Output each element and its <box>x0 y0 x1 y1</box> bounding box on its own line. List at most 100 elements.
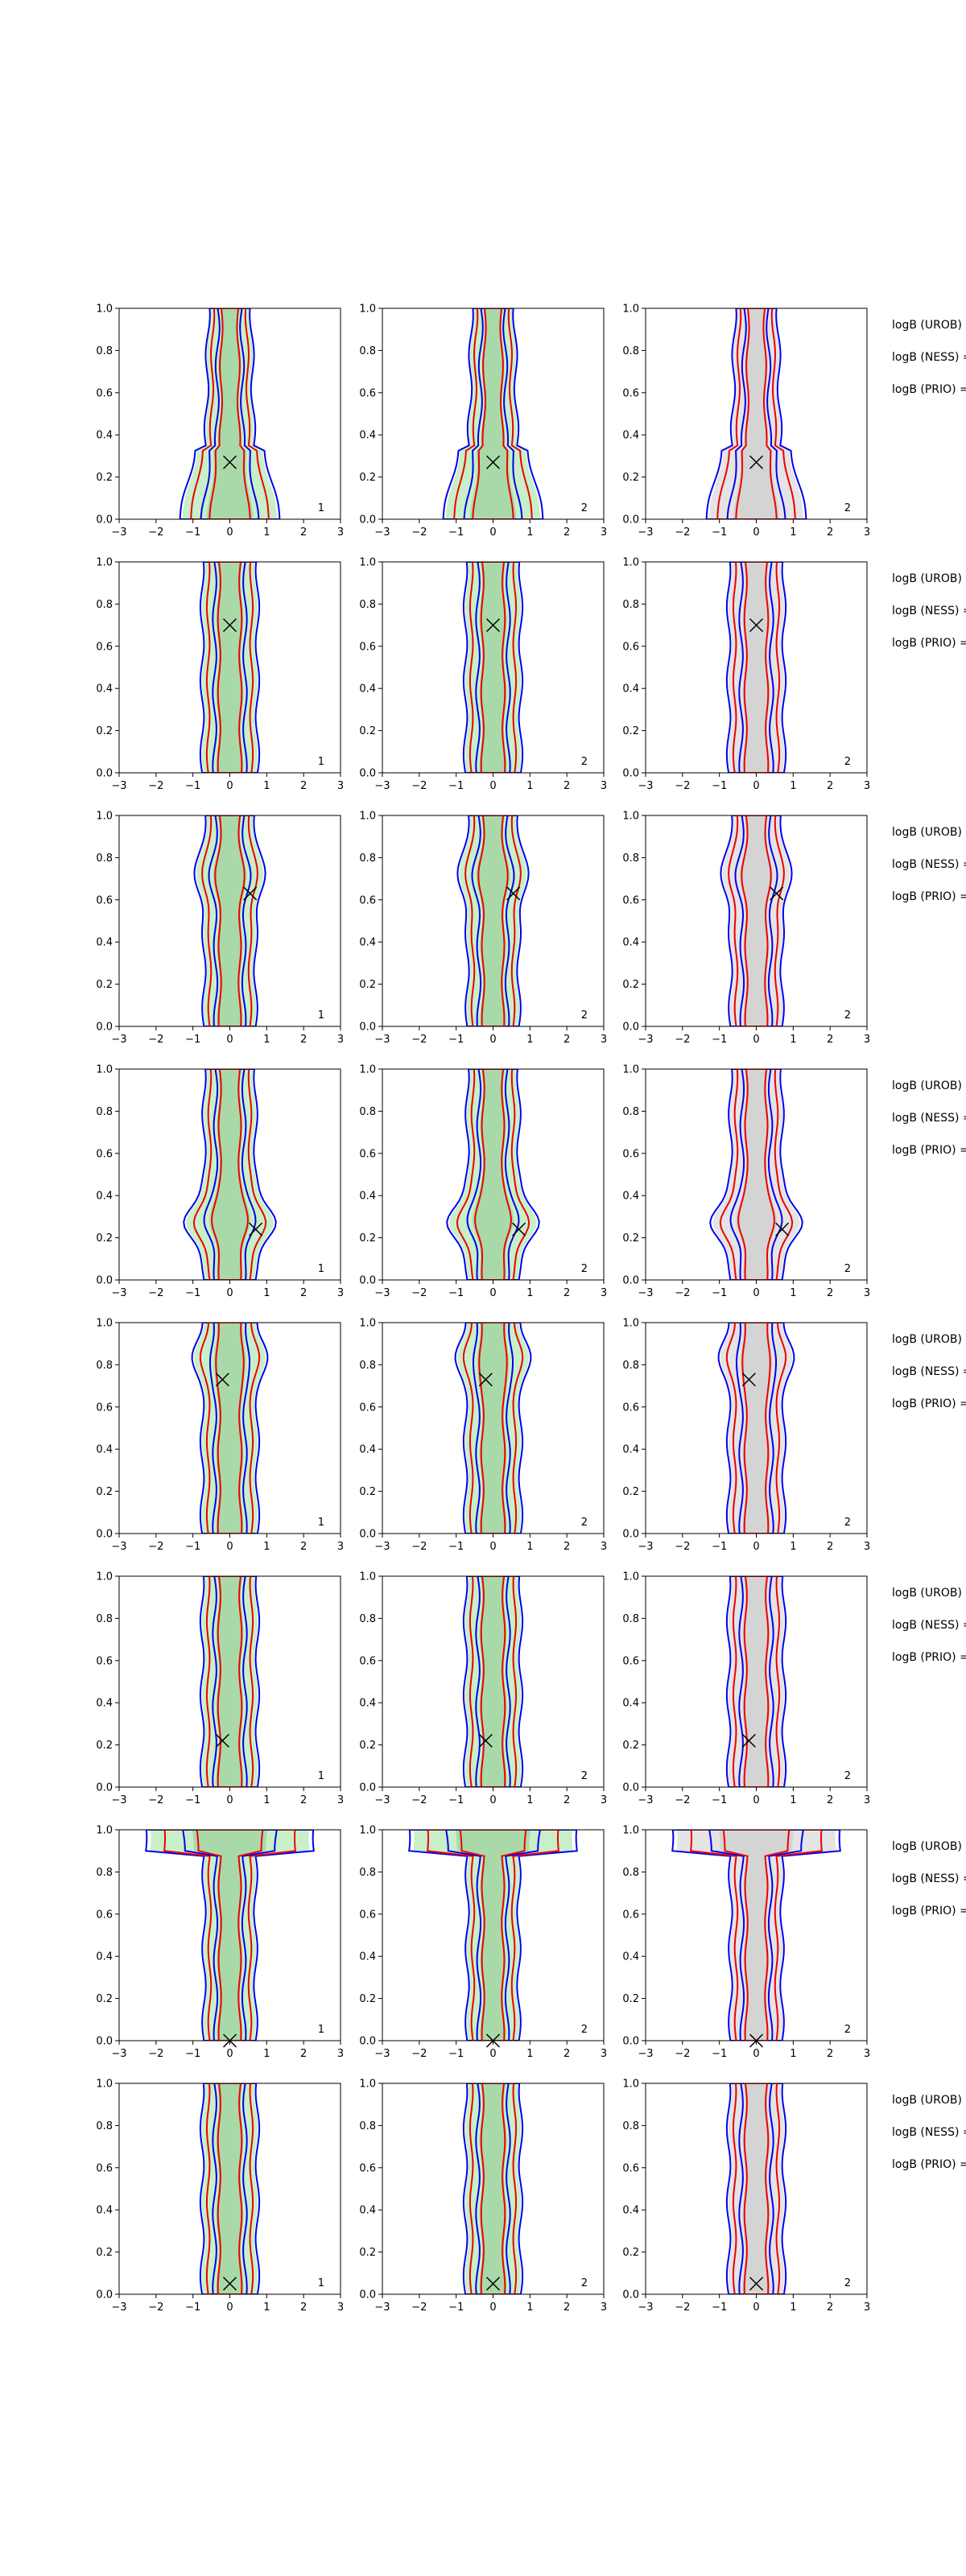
x-tick-label: −3 <box>111 1034 126 1046</box>
y-tick-label: 0.4 <box>96 1444 113 1456</box>
contour-inner-red <box>459 1830 527 2041</box>
y-tick-label: 0.4 <box>622 1951 639 1963</box>
contour-outer-blue <box>671 1830 841 2041</box>
x-tick-label: 1 <box>526 2048 533 2060</box>
panel-note: 2 <box>581 1770 588 1782</box>
contour-outer-blue <box>179 308 281 519</box>
plot-area <box>191 1323 269 1534</box>
contour-outer-red <box>469 1576 518 1787</box>
x-tick-label: −1 <box>448 2048 464 2060</box>
contour-inner-blue <box>445 1830 541 2041</box>
y-tick-label: 1.0 <box>622 2079 639 2091</box>
panel-note: 2 <box>581 1009 588 1022</box>
x-tick-label: −3 <box>638 2301 653 2314</box>
y-tick-label: 0.2 <box>622 1232 639 1245</box>
y-tick-label: 0.0 <box>622 1275 639 1287</box>
y-tick-label: 0.2 <box>96 2247 113 2259</box>
x-tick-label: −2 <box>411 1541 427 1553</box>
x-tick-label: 1 <box>790 1541 796 1553</box>
density-fill-inner <box>742 1576 770 1787</box>
x-tick-label: −3 <box>638 2048 653 2060</box>
x-tick-label: 1 <box>790 1287 796 1299</box>
y-tick-label: 1.0 <box>622 557 639 569</box>
true-value-marker <box>243 886 258 901</box>
x-tick-label: −2 <box>411 2048 427 2060</box>
x-tick-label: −2 <box>148 1034 163 1046</box>
true-value-marker <box>506 886 521 901</box>
true-value-marker <box>485 2277 501 2291</box>
x-tick-label: 3 <box>601 526 607 539</box>
contour-outer-red <box>719 1069 794 1280</box>
y-tick-label: 0.4 <box>96 2205 113 2217</box>
x-tick-label: −2 <box>148 2301 163 2314</box>
logb-label: logB (NESS) = <box>892 1365 966 1378</box>
contour-outer-blue <box>725 2083 787 2294</box>
y-tick-label: 0.8 <box>96 345 113 357</box>
true-value-marker <box>478 1733 493 1748</box>
plot-area <box>725 562 787 773</box>
y-tick-label: 1.0 <box>359 1571 376 1583</box>
panel-r2-c1: −3 −2 −1 0 1 2 3 0.0 0.2 0.4 0.6 0.8 1.0 2 <box>359 811 607 1046</box>
true-value-marker <box>741 1733 756 1748</box>
contour-inner-blue <box>200 308 260 519</box>
y-tick-label: 0.8 <box>96 1613 113 1625</box>
x-tick-label: 0 <box>226 780 233 792</box>
y-tick-label: 0.2 <box>96 1993 113 2005</box>
panel-r1-c1: −3 −2 −1 0 1 2 3 0.0 0.2 0.4 0.6 0.8 1.0 2 <box>359 557 607 793</box>
x-tick-label: −1 <box>712 2301 727 2314</box>
x-tick-label: −3 <box>111 780 126 792</box>
contour-outer-red <box>469 562 518 773</box>
contour-outer-red <box>427 1830 559 2041</box>
density-fill-inner <box>192 1830 268 2041</box>
x-tick-label: −3 <box>638 1794 653 1806</box>
y-tick-label: 0.4 <box>96 1951 113 1963</box>
x-tick-label: −2 <box>411 1034 427 1046</box>
plot-area <box>145 1830 315 2041</box>
x-tick-label: −1 <box>185 1541 200 1553</box>
x-tick-label: 1 <box>790 2301 796 2314</box>
density-fill-inner <box>455 1830 531 2041</box>
y-tick-label: 0.0 <box>96 768 113 780</box>
x-tick-label: −1 <box>712 2048 727 2060</box>
y-tick-label: 0.8 <box>359 2120 376 2132</box>
y-tick-label: 0.6 <box>622 387 639 399</box>
panel-r0-c1: −3 −2 −1 0 1 2 3 0.0 0.2 0.4 0.6 0.8 1.0 2 <box>359 303 607 539</box>
contour-inner-blue <box>182 1830 278 2041</box>
x-tick-label: 0 <box>753 1034 759 1046</box>
contour-outer-red <box>725 1323 787 1534</box>
panel-note: 2 <box>581 2024 588 2036</box>
y-tick-label: 0.6 <box>96 894 113 906</box>
x-tick-label: 0 <box>753 526 759 539</box>
density-fill-inner <box>213 1323 246 1534</box>
x-tick-label: 2 <box>827 2048 833 2060</box>
contour-inner-blue <box>738 1576 774 1787</box>
contour-outer-blue <box>717 1323 795 1534</box>
y-tick-label: 0.6 <box>622 1655 639 1667</box>
y-tick-label: 0.6 <box>359 894 376 906</box>
panel-r5-c2: −3 −2 −1 0 1 2 3 0.0 0.2 0.4 0.6 0.8 1.0 2 <box>622 1571 870 1807</box>
logb-label: logB (NESS) = <box>892 858 966 871</box>
y-tick-label: 0.0 <box>359 1022 376 1034</box>
contour-inner-red <box>480 1576 506 1787</box>
contour-outer-red <box>205 562 254 773</box>
x-tick-label: 2 <box>564 780 570 792</box>
y-tick-label: 0.8 <box>622 1867 639 1879</box>
x-tick-label: 0 <box>226 1794 233 1806</box>
y-tick-label: 0.6 <box>622 1402 639 1414</box>
x-tick-label: −1 <box>712 1034 727 1046</box>
logb-label: logB (UROB) = <box>892 826 966 839</box>
contour-outer-red <box>728 815 785 1026</box>
x-tick-label: 3 <box>601 1287 607 1299</box>
y-tick-label: 0.8 <box>622 1613 639 1625</box>
true-value-marker <box>485 455 501 469</box>
contour-inner-blue <box>466 1069 520 1280</box>
true-value-marker <box>749 455 764 469</box>
y-tick-label: 0.6 <box>359 1909 376 1921</box>
y-tick-label: 0.2 <box>622 725 639 737</box>
panel-r6-c2: −3 −2 −1 0 1 2 3 0.0 0.2 0.4 0.6 0.8 1.0 2 <box>622 1825 870 2061</box>
true-value-marker <box>749 618 764 633</box>
true-value-marker <box>770 886 784 901</box>
panel-r3-c1: −3 −2 −1 0 1 2 3 0.0 0.2 0.4 0.6 0.8 1.0 2 <box>359 1064 607 1300</box>
density-fill-inner <box>216 1576 244 1787</box>
y-tick-label: 0.6 <box>96 641 113 653</box>
